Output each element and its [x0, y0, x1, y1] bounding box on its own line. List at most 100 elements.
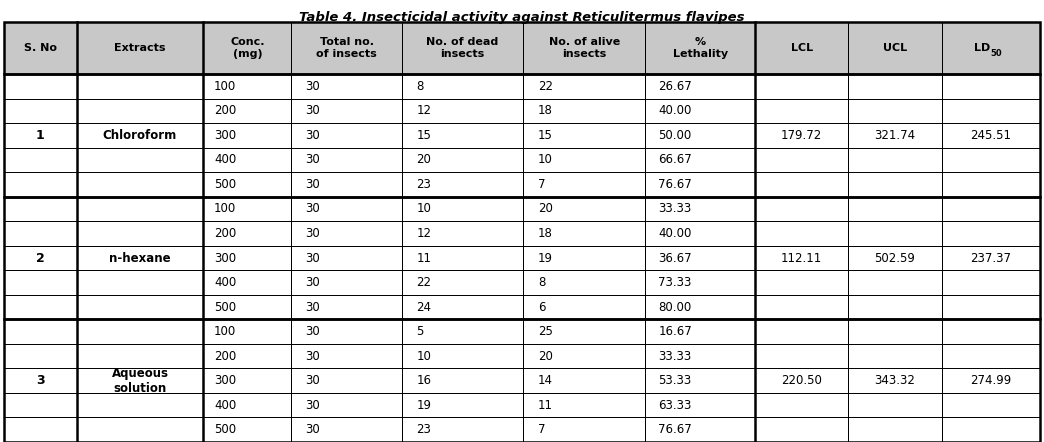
Text: 15: 15	[417, 129, 431, 142]
Bar	[849, 221, 942, 246]
Text: 30: 30	[305, 80, 319, 93]
Bar	[76, 123, 204, 148]
Bar	[645, 319, 755, 344]
Bar	[523, 417, 645, 442]
Bar	[942, 270, 1040, 295]
Bar	[942, 344, 1040, 368]
Bar	[4, 270, 76, 295]
Text: %
Lethality: % Lethality	[672, 37, 728, 59]
Text: 400: 400	[214, 153, 236, 166]
Text: 30: 30	[305, 129, 319, 142]
Text: 400: 400	[214, 276, 236, 289]
Text: 40.00: 40.00	[658, 227, 691, 240]
Bar	[402, 270, 523, 295]
Bar	[942, 368, 1040, 393]
Text: 30: 30	[305, 399, 319, 412]
Bar	[204, 22, 291, 74]
Bar	[942, 197, 1040, 221]
Bar	[523, 246, 645, 270]
Bar	[645, 123, 755, 148]
Bar	[523, 344, 645, 368]
Bar	[76, 221, 204, 246]
Text: 73.33: 73.33	[658, 276, 691, 289]
Bar	[4, 197, 76, 221]
Text: 16: 16	[417, 374, 431, 387]
Text: Aqueous
solution: Aqueous solution	[112, 367, 168, 395]
Bar	[291, 417, 402, 442]
Bar	[942, 393, 1040, 417]
Text: Table 4. Insecticidal activity against Reticulitermus flavipes: Table 4. Insecticidal activity against R…	[300, 11, 744, 23]
Bar	[523, 99, 645, 123]
Bar	[76, 74, 204, 99]
Text: 6: 6	[538, 301, 545, 313]
Text: 30: 30	[305, 202, 319, 215]
Bar	[402, 221, 523, 246]
Bar	[645, 417, 755, 442]
Bar	[523, 270, 645, 295]
Bar	[402, 295, 523, 319]
Text: 8: 8	[538, 276, 545, 289]
Text: 220.50: 220.50	[781, 374, 823, 387]
Bar	[76, 22, 204, 74]
Bar	[291, 368, 402, 393]
Bar	[755, 393, 849, 417]
Bar	[942, 22, 1040, 74]
Bar	[4, 295, 76, 319]
Bar	[76, 99, 204, 123]
Bar	[204, 172, 291, 197]
Bar	[755, 246, 849, 270]
Bar	[523, 22, 645, 74]
Bar	[402, 74, 523, 99]
Text: 25: 25	[538, 325, 552, 338]
Bar	[942, 172, 1040, 197]
Bar	[4, 172, 76, 197]
Text: 100: 100	[214, 202, 236, 215]
Text: 20: 20	[417, 153, 431, 166]
Bar	[942, 295, 1040, 319]
Text: 30: 30	[305, 350, 319, 362]
Text: 300: 300	[214, 251, 236, 264]
Bar	[523, 172, 645, 197]
Bar	[942, 74, 1040, 99]
Text: 112.11: 112.11	[781, 251, 823, 264]
Bar	[204, 148, 291, 172]
Text: 20: 20	[538, 350, 552, 362]
Text: 200: 200	[214, 350, 236, 362]
Bar	[76, 270, 204, 295]
Text: 300: 300	[214, 129, 236, 142]
Bar	[4, 148, 76, 172]
Text: 179.72: 179.72	[781, 129, 823, 142]
Bar	[645, 393, 755, 417]
Bar	[849, 270, 942, 295]
Bar	[849, 344, 942, 368]
Bar	[4, 319, 1040, 442]
Bar	[942, 221, 1040, 246]
Bar	[849, 148, 942, 172]
Bar	[4, 344, 76, 368]
Bar	[4, 22, 76, 74]
Bar	[942, 148, 1040, 172]
Bar	[645, 344, 755, 368]
Bar	[645, 22, 755, 74]
Text: 1: 1	[35, 129, 45, 142]
Bar	[755, 295, 849, 319]
Bar	[645, 172, 755, 197]
Bar	[645, 221, 755, 246]
Text: 76.67: 76.67	[658, 178, 692, 191]
Bar	[291, 148, 402, 172]
Text: 19: 19	[417, 399, 431, 412]
Bar	[755, 197, 849, 221]
Text: 500: 500	[214, 178, 236, 191]
Bar	[291, 99, 402, 123]
Bar	[755, 148, 849, 172]
Bar	[204, 221, 291, 246]
Bar	[4, 99, 76, 123]
Text: 30: 30	[305, 227, 319, 240]
Bar	[204, 319, 291, 344]
Bar	[76, 368, 204, 393]
Bar	[204, 344, 291, 368]
Bar	[755, 172, 849, 197]
Bar	[291, 221, 402, 246]
Bar	[645, 197, 755, 221]
Bar	[402, 344, 523, 368]
